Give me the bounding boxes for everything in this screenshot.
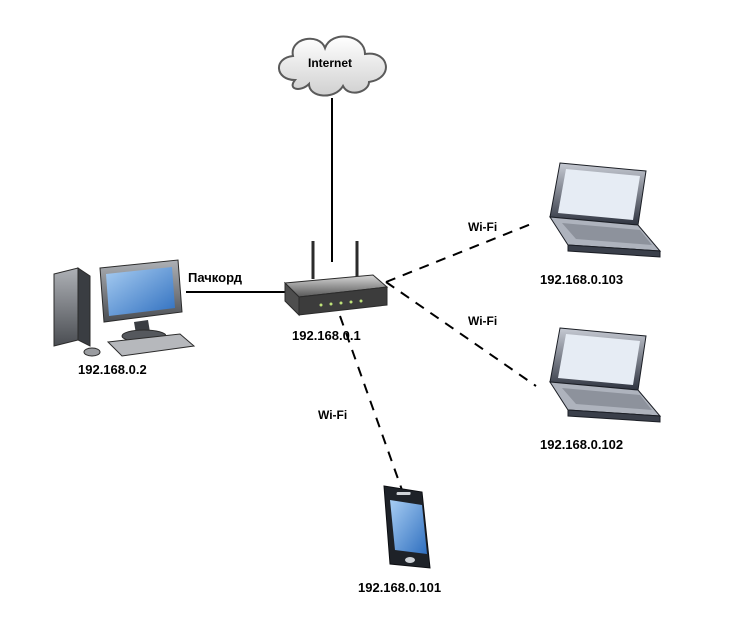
desktop-icon — [48, 250, 198, 365]
router-icon — [275, 235, 395, 330]
laptop1-label: 192.168.0.103 — [540, 272, 623, 287]
phone-icon — [370, 480, 440, 580]
laptop1-icon — [520, 155, 670, 270]
desktop-label: 192.168.0.2 — [78, 362, 147, 377]
cloud-label: Internet — [308, 56, 352, 70]
edge-label-wifi-2: Wi-Fi — [468, 314, 497, 328]
laptop2-icon — [520, 320, 670, 435]
phone-label: 192.168.0.101 — [358, 580, 441, 595]
router-label: 192.168.0.1 — [292, 328, 361, 343]
network-diagram: Internet 192.168.0.1 — [0, 0, 750, 624]
edge-label-patchcord: Пачкорд — [188, 270, 242, 285]
edge-label-wifi-3: Wi-Fi — [318, 408, 347, 422]
edge-router-laptop1 — [386, 222, 536, 282]
edge-label-wifi-1: Wi-Fi — [468, 220, 497, 234]
edge-router-laptop2 — [386, 282, 536, 386]
laptop2-label: 192.168.0.102 — [540, 437, 623, 452]
